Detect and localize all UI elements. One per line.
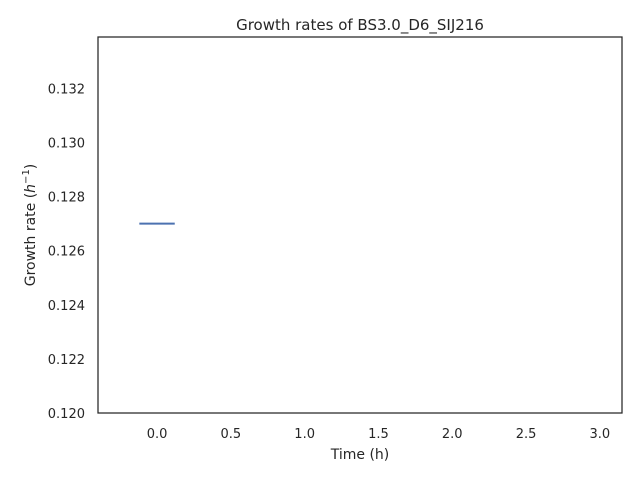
y-axis-ticks: 0.120 0.122 0.124 0.126 0.128 0.130 0.132	[48, 82, 85, 422]
x-tick-label: 0.5	[221, 427, 242, 442]
x-tick-label: 2.0	[442, 427, 463, 442]
y-tick-label: 0.120	[48, 407, 85, 422]
y-tick-label: 0.124	[48, 299, 85, 314]
x-tick-label: 2.5	[516, 427, 537, 442]
x-tick-label: 1.5	[368, 427, 389, 442]
y-axis-label-main: Growth rate (	[23, 193, 39, 286]
y-axis-label-superscript: −1	[21, 169, 32, 184]
x-tick-label: 0.0	[147, 427, 168, 442]
y-tick-label: 0.122	[48, 353, 85, 368]
y-tick-label: 0.132	[48, 82, 85, 97]
x-tick-label: 1.0	[294, 427, 315, 442]
x-tick-label: 3.0	[590, 427, 611, 442]
y-axis-label-close: )	[23, 164, 39, 169]
y-axis-label-variable: h	[23, 184, 39, 193]
x-axis-ticks: 0.0 0.5 1.0 1.5 2.0 2.5 3.0	[147, 427, 611, 442]
y-tick-label: 0.130	[48, 136, 85, 151]
chart-title: Growth rates of BS3.0_D6_SIJ216	[236, 16, 484, 35]
y-axis-label: Growth rate (h−1)	[21, 164, 39, 287]
x-axis-label: Time (h)	[330, 447, 390, 463]
plot-frame	[97, 36, 623, 414]
y-tick-label: 0.128	[48, 191, 85, 206]
y-tick-label: 0.126	[48, 245, 85, 260]
